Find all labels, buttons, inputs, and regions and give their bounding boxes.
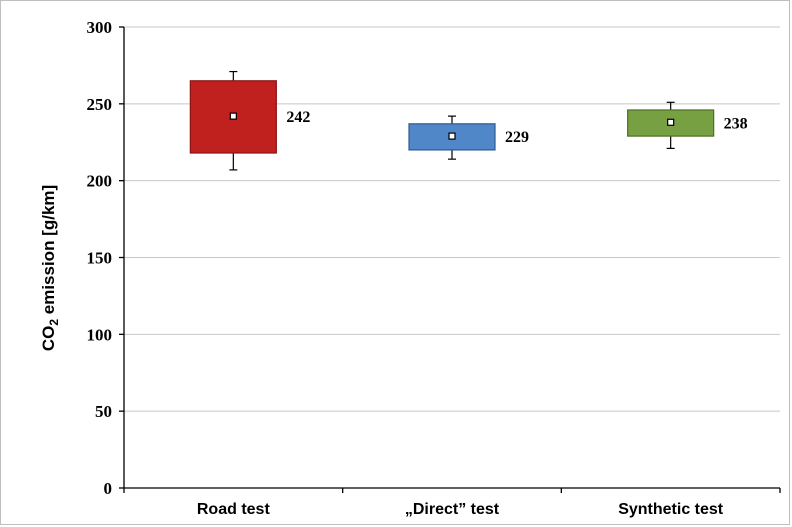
y-tick-label: 300 [87,18,113,37]
x-category-label: Synthetic test [618,501,724,518]
y-tick-label: 0 [104,479,113,498]
box-group: 238 [627,101,748,149]
y-tick-label: 50 [95,402,112,421]
x-axis-labels: Road test „Direct” test Synthetic test [197,501,724,518]
y-axis-title-suffix: emission [g/km] [39,185,58,319]
box-group: 229 [408,115,529,160]
y-axis-title: CO2 emission [g/km] [39,185,61,351]
mean-marker [229,112,237,120]
y-axis-title-subscript: 2 [47,319,61,326]
y-axis-title-prefix: CO [39,326,58,352]
mean-value-label: 229 [505,129,529,146]
mean-marker [448,132,456,140]
y-tick-label: 250 [87,95,113,114]
y-axis-ticks: 0 50 100 150 200 250 300 [87,18,124,498]
mean-value-label: 238 [724,115,748,132]
y-tick-label: 150 [87,249,113,268]
x-category-label: Road test [197,501,271,518]
y-tick-label: 200 [87,172,113,191]
mean-marker [667,118,675,126]
boxes: 242 229 238 [189,70,748,171]
y-tick-label: 100 [87,325,113,344]
x-category-label: „Direct” test [405,501,500,518]
box-group: 242 [189,70,310,171]
mean-value-label: 242 [286,109,310,126]
